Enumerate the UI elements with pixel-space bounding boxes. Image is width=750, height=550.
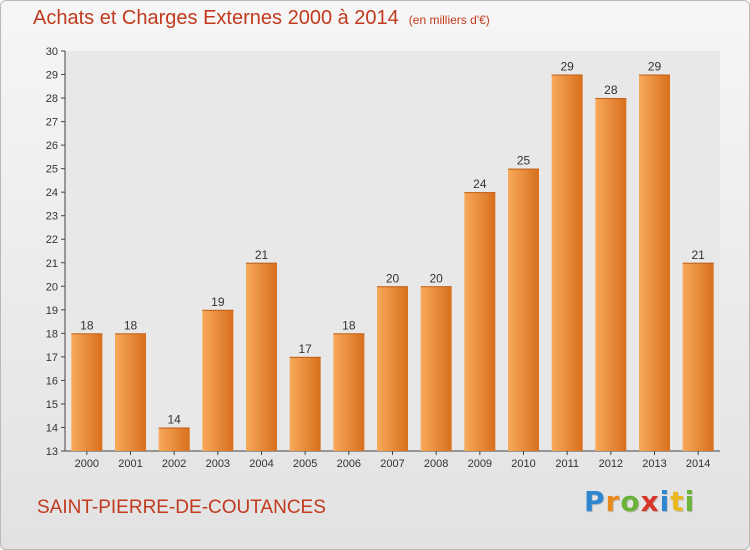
data-label: 29 [648,60,662,74]
data-label: 28 [604,83,618,97]
y-tick-label: 30 [46,46,58,58]
data-label: 18 [80,318,94,332]
data-label: 17 [298,342,312,356]
bar [71,333,103,451]
x-tick-label: 2011 [555,458,579,470]
y-tick-label: 28 [46,93,58,105]
x-tick-label: 2005 [293,458,317,470]
data-label: 29 [560,60,574,74]
bar [682,262,714,451]
chart-title: Achats et Charges Externes 2000 à 2014 [33,7,399,29]
y-tick-label: 18 [46,328,58,340]
x-tick-label: 2004 [249,458,273,470]
bar [333,333,365,451]
data-label: 24 [473,177,487,191]
y-tick-label: 19 [46,305,58,317]
bar [639,74,670,451]
y-tick-label: 17 [46,352,58,364]
x-tick-label: 2009 [468,458,492,470]
proxiti-logo: Proxiti [584,485,696,518]
x-tick-label: 2010 [511,458,535,470]
x-tick-label: 2014 [686,458,710,470]
x-tick-label: 2008 [424,458,448,470]
data-label: 19 [211,295,225,309]
y-tick-label: 27 [46,117,58,129]
data-label: 21 [255,248,269,262]
bar [551,74,583,451]
y-tick-label: 23 [46,211,58,223]
y-tick-label: 14 [46,422,58,434]
y-tick-label: 21 [46,258,58,270]
x-tick-label: 2001 [118,458,142,470]
data-label: 25 [517,154,531,168]
data-label: 18 [124,318,138,332]
bar [115,333,146,451]
y-tick-label: 13 [46,446,58,458]
bar [246,262,277,451]
x-tick-label: 2000 [75,458,99,470]
x-tick-label: 2006 [337,458,361,470]
y-tick-label: 20 [46,281,58,293]
y-tick-label: 25 [46,164,58,176]
y-tick-label: 16 [46,375,58,387]
x-tick-label: 2012 [599,458,623,470]
bar [289,356,321,451]
chart-subtitle: (en milliers d'€) [408,13,490,27]
y-tick-label: 24 [46,187,58,199]
bar [377,286,408,451]
data-label: 18 [342,318,356,332]
bar [202,309,234,451]
data-label: 20 [386,271,400,285]
bar [508,168,539,451]
x-tick-label: 2003 [206,458,230,470]
y-tick-label: 29 [46,70,58,82]
bar [420,286,452,451]
y-tick-label: 26 [46,140,58,152]
commune-name: SAINT-PIERRE-DE-COUTANCES [37,497,326,518]
y-tick-label: 22 [46,234,58,246]
bar [595,98,627,451]
data-label: 20 [429,271,443,285]
data-label: 14 [167,412,181,426]
data-label: 21 [691,248,705,262]
x-tick-label: 2013 [642,458,666,470]
y-tick-label: 15 [46,399,58,411]
chart-title-block: Achats et Charges Externes 2000 à 2014 (e… [33,7,490,30]
bar [158,427,190,451]
x-tick-label: 2002 [162,458,186,470]
x-tick-label: 2007 [380,458,404,470]
bar [464,192,496,452]
